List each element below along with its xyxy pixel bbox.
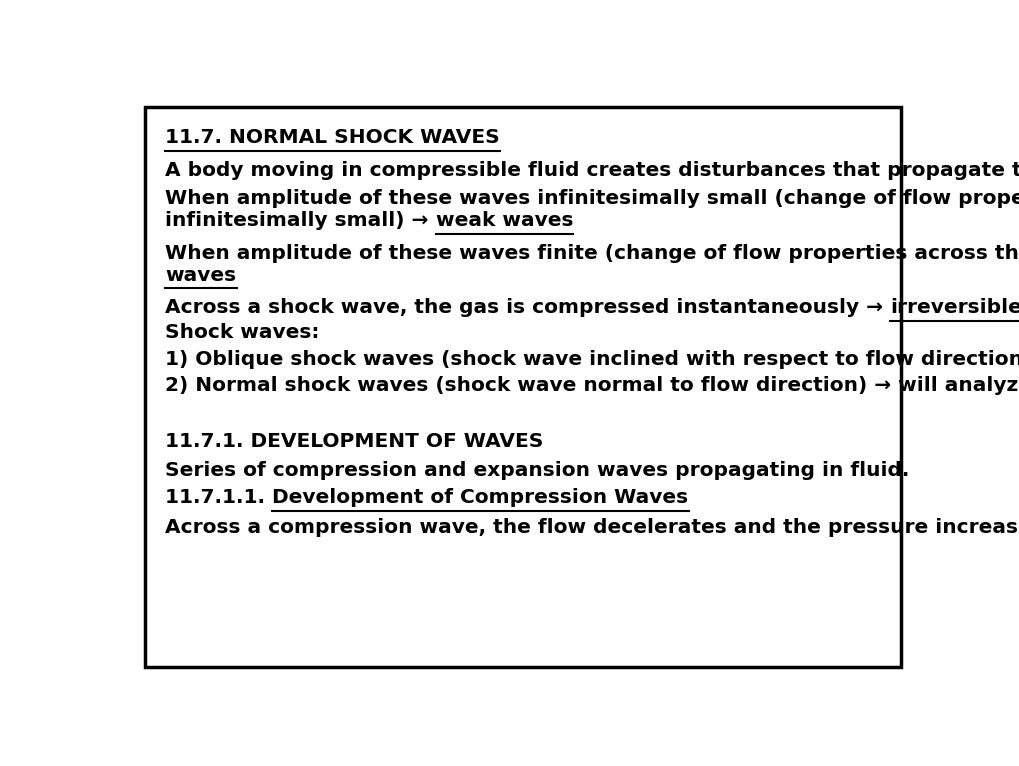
Text: 1) Oblique shock waves (shock wave inclined with respect to flow direction): 1) Oblique shock waves (shock wave incli… [165, 349, 1019, 368]
Text: Across a compression wave, the flow decelerates and the pressure increases.: Across a compression wave, the flow dece… [165, 518, 1019, 537]
Text: waves: waves [165, 266, 236, 285]
Text: Across a shock wave, the gas is compressed instantaneously →: Across a shock wave, the gas is compress… [165, 298, 890, 317]
Text: A body moving in compressible fluid creates disturbances that propagate through : A body moving in compressible fluid crea… [165, 161, 1019, 180]
Text: infinitesimally small) →: infinitesimally small) → [165, 211, 435, 230]
FancyBboxPatch shape [145, 106, 900, 667]
Text: 2) Normal shock waves (shock wave normal to flow direction) → will analyze this.: 2) Normal shock waves (shock wave normal… [165, 376, 1019, 395]
Text: weak waves: weak waves [435, 211, 573, 230]
Text: Development of Compression Waves: Development of Compression Waves [272, 488, 688, 507]
Text: 11.7.1. DEVELOPMENT OF WAVES: 11.7.1. DEVELOPMENT OF WAVES [165, 432, 543, 451]
Text: 11.7. NORMAL SHOCK WAVES: 11.7. NORMAL SHOCK WAVES [165, 129, 499, 148]
Text: 11.7.1.1.: 11.7.1.1. [165, 488, 272, 507]
Text: When amplitude of these waves finite (change of flow properties across the wave : When amplitude of these waves finite (ch… [165, 244, 1019, 263]
Text: When amplitude of these waves infinitesimally small (change of flow properties a: When amplitude of these waves infinitesi… [165, 189, 1019, 208]
Text: irreversible: irreversible [890, 298, 1019, 317]
Text: Shock waves:: Shock waves: [165, 323, 320, 342]
Text: Series of compression and expansion waves propagating in fluid.: Series of compression and expansion wave… [165, 460, 909, 480]
